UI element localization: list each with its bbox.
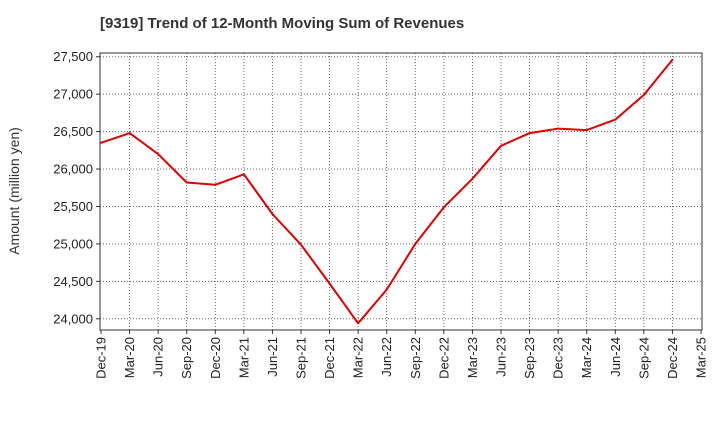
x-tick-label: Mar-25 bbox=[694, 337, 709, 378]
data-point bbox=[357, 322, 360, 325]
data-point bbox=[300, 243, 302, 246]
x-tick-label: Sep-21 bbox=[294, 337, 309, 379]
x-tick-label: Dec-22 bbox=[436, 337, 451, 379]
x-tick-label: Dec-23 bbox=[551, 337, 566, 379]
data-point bbox=[242, 173, 245, 176]
data-point bbox=[385, 288, 388, 291]
x-tick-label: Sep-24 bbox=[636, 337, 651, 379]
y-axis: 24,000 24,500 25,000 25,500 26,000 26,500 27,0… bbox=[53, 49, 100, 326]
x-tick-label: Mar-20 bbox=[122, 337, 137, 378]
data-point bbox=[414, 242, 417, 245]
x-tick-label: Dec-19 bbox=[94, 337, 109, 379]
data-point bbox=[271, 212, 274, 215]
chart-title: [9319] Trend of 12-Month Moving Sum of R… bbox=[100, 15, 465, 32]
x-tick-label: Mar-23 bbox=[465, 337, 480, 378]
y-tick-label: 27,500 bbox=[53, 49, 93, 64]
data-point bbox=[328, 282, 331, 285]
data-point bbox=[100, 141, 102, 144]
x-tick-label: Sep-23 bbox=[522, 337, 537, 379]
data-point bbox=[500, 144, 502, 147]
data-point bbox=[442, 206, 445, 209]
data-point bbox=[185, 181, 188, 184]
data-point bbox=[128, 132, 131, 135]
grid-layer bbox=[100, 53, 702, 330]
y-axis-label: Amount (million yen) bbox=[6, 127, 22, 255]
y-tick-label: 27,000 bbox=[53, 87, 93, 102]
y-tick-label: 26,500 bbox=[53, 124, 93, 139]
x-axis: Dec-19 Mar-20 Jun-20 Sep-20 Dec-20 Mar-21 Jun-… bbox=[94, 330, 709, 379]
plot-area bbox=[99, 52, 703, 331]
x-tick-label: Jun-24 bbox=[608, 337, 623, 377]
x-tick-label: Sep-22 bbox=[408, 337, 423, 379]
data-point bbox=[557, 127, 560, 130]
data-point bbox=[642, 93, 645, 96]
x-tick-label: Jun-20 bbox=[151, 337, 166, 377]
x-tick-label: Mar-21 bbox=[236, 337, 251, 378]
y-tick-label: 24,500 bbox=[53, 274, 93, 289]
data-points bbox=[100, 58, 674, 325]
x-tick-label: Sep-20 bbox=[179, 337, 194, 379]
x-tick-label: Dec-20 bbox=[208, 337, 223, 379]
x-tick-label: Jun-23 bbox=[494, 337, 509, 377]
data-point bbox=[614, 118, 617, 121]
data-point bbox=[157, 153, 160, 156]
x-tick-label: Mar-22 bbox=[351, 337, 366, 378]
data-point bbox=[528, 132, 531, 135]
y-tick-label: 25,500 bbox=[53, 199, 93, 214]
x-tick-label: Dec-24 bbox=[665, 337, 680, 379]
x-tick-label: Jun-22 bbox=[379, 337, 394, 377]
x-tick-label: Mar-24 bbox=[579, 337, 594, 378]
x-tick-label: Jun-21 bbox=[265, 337, 280, 377]
data-point bbox=[671, 58, 674, 61]
x-tick-label: Dec-21 bbox=[322, 337, 337, 379]
y-tick-label: 24,000 bbox=[53, 311, 93, 326]
y-tick-label: 26,000 bbox=[53, 162, 93, 177]
data-point bbox=[214, 183, 217, 186]
y-tick-label: 25,000 bbox=[53, 236, 93, 251]
data-point bbox=[471, 177, 474, 180]
data-point bbox=[585, 129, 588, 132]
